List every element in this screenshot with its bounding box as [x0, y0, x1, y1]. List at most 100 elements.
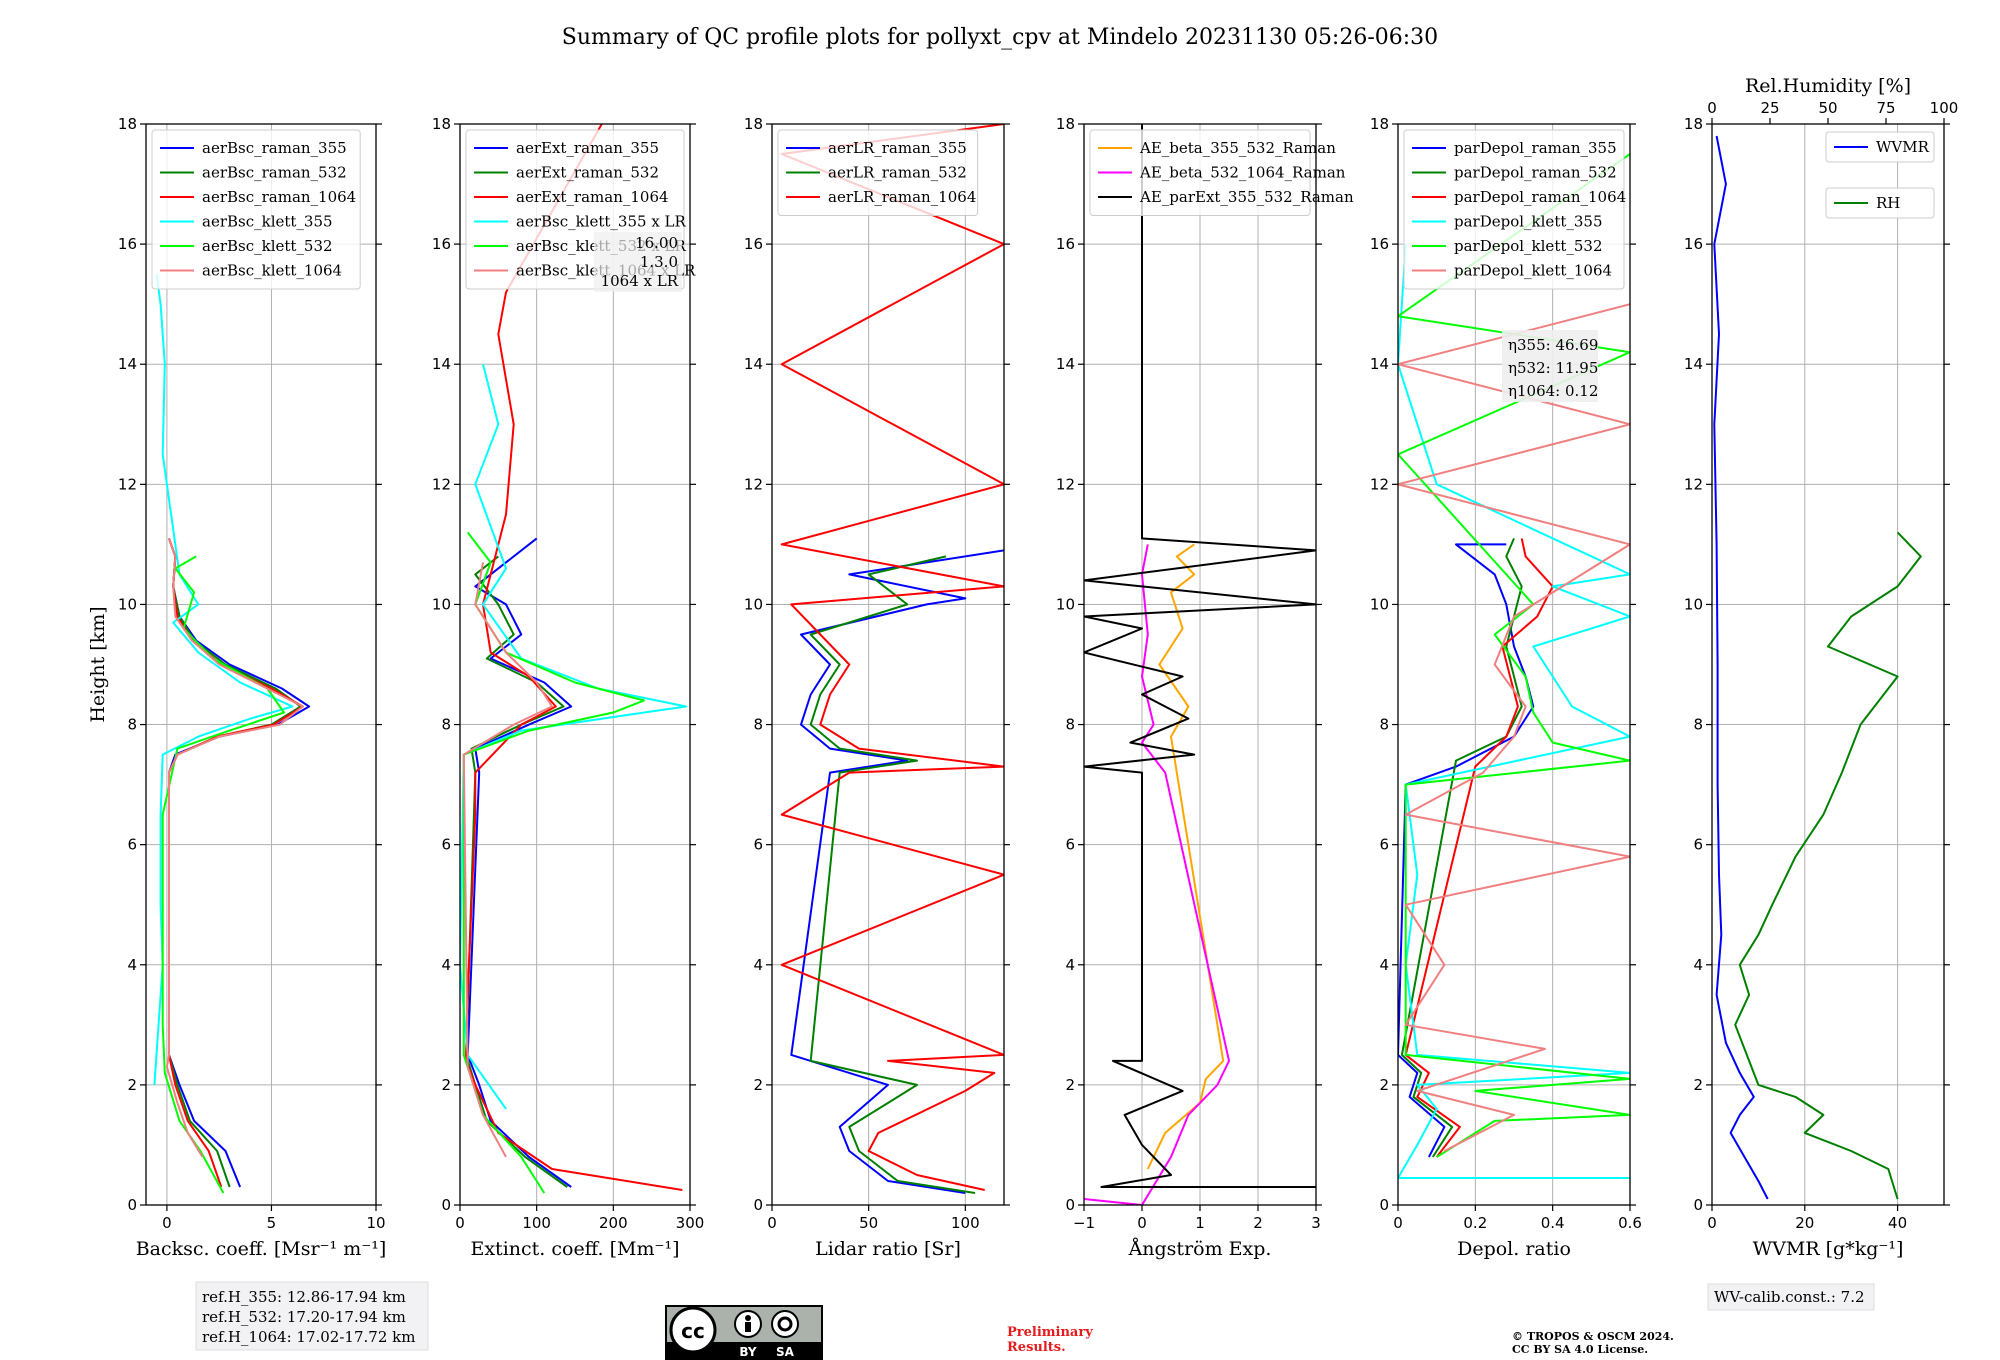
- y-tick-label: 18: [1370, 115, 1389, 133]
- x-axis-label: Backsc. coeff. [Msr⁻¹ m⁻¹]: [136, 1238, 387, 1260]
- series-line-aerBsc_klett_355: [153, 273, 294, 1085]
- legend-entry: AE_parExt_355_532_Raman: [1139, 188, 1354, 206]
- y-tick-label: 12: [432, 475, 451, 493]
- x-tick-label: 200: [599, 1214, 628, 1232]
- y-tick-label: 4: [1379, 956, 1389, 974]
- x-tick-label: 5: [267, 1214, 277, 1232]
- y-tick-label: 4: [753, 956, 763, 974]
- y-tick-label: 8: [753, 716, 763, 734]
- y-tick-label: 18: [1684, 115, 1703, 133]
- panel-5: 0 2 4 6 8 10 12 14 16 18 0 0.2 0.4 0.6 Depol. ratio par…: [1370, 115, 1642, 1260]
- legend-entry: aerExt_raman_1064: [516, 188, 669, 206]
- y-axis-label: Height [km]: [87, 606, 109, 722]
- y-tick-label: 10: [1056, 595, 1075, 613]
- y-tick-label: 12: [118, 475, 137, 493]
- x-tick-label: 50: [859, 1214, 878, 1232]
- ref-height-532: ref.H_532: 17.20-17.94 km: [202, 1308, 406, 1326]
- x2-tick-label: 50: [1818, 99, 1837, 117]
- figure-title: Summary of QC profile plots for pollyxt_…: [562, 25, 1438, 50]
- y-tick-label: 2: [1379, 1076, 1389, 1094]
- x-tick-label: 0: [1393, 1214, 1403, 1232]
- series-line-parDepol_klett_1064: [1398, 303, 1630, 1152]
- legend-entry: aerBsc_klett_1064: [202, 262, 342, 280]
- y-tick-label: 12: [744, 475, 763, 493]
- y-tick-label: 12: [1370, 475, 1389, 493]
- y-tick-label: 2: [1065, 1076, 1075, 1094]
- legend-entry: aerExt_raman_355: [516, 139, 659, 157]
- x-tick-label: 0.4: [1541, 1214, 1565, 1232]
- series-line-aerBsc_klett_532: [161, 555, 285, 1194]
- x-tick-label: 0: [162, 1214, 172, 1232]
- y-tick-label: 0: [1693, 1196, 1703, 1214]
- y-tick-label: 2: [127, 1076, 137, 1094]
- wv-calib-const: WV-calib.const.: 7.2: [1714, 1288, 1865, 1306]
- share-alike-icon: [771, 1310, 799, 1338]
- y-tick-label: 10: [1684, 595, 1703, 613]
- y-tick-label: 10: [1370, 595, 1389, 613]
- legend-entry: aerLR_raman_355: [828, 139, 967, 157]
- panels: 0 2 4 6 8 10 12 14 16 18 0 5 10 Backsc. coeff. [Msr⁻¹…: [87, 75, 1958, 1260]
- panel-2: 0 2 4 6 8 10 12 14 16 18 0 100 200 300 Extinct. coeff.…: [432, 115, 704, 1260]
- series-line-aerExt_raman_1064: [465, 124, 683, 1191]
- legend-entry: aerBsc_klett_355: [202, 213, 333, 231]
- x-tick-label: 0: [455, 1214, 465, 1232]
- y-tick-label: 18: [1056, 115, 1075, 133]
- series-line-parDepol_klett_355: [1398, 244, 1630, 1179]
- x-tick-label: 300: [676, 1214, 705, 1232]
- annotation-text: 16.00: [635, 234, 678, 252]
- series-line-parDepol_klett_532: [1398, 153, 1630, 1158]
- y-tick-label: 12: [1056, 475, 1075, 493]
- x-axis-label: Ångström Exp.: [1128, 1238, 1272, 1260]
- y-tick-label: 18: [744, 115, 763, 133]
- y-tick-label: 6: [1693, 836, 1703, 854]
- legend: parDepol_raman_355 parDepol_raman_532 parD…: [1403, 129, 1626, 290]
- eta-value: η532: 11.95: [1508, 359, 1598, 377]
- annotation-text: 1.3.0: [640, 253, 678, 271]
- x-tick-label: 0.6: [1618, 1214, 1642, 1232]
- x-axis-label: WVMR [g*kg⁻¹]: [1753, 1238, 1904, 1260]
- x-axis-label: Lidar ratio [Sr]: [815, 1238, 961, 1260]
- legend-entry: aerBsc_raman_1064: [202, 188, 356, 206]
- legend-entry: aerBsc_raman_355: [202, 139, 347, 157]
- series-line-aerLR_raman_532: [809, 555, 976, 1194]
- panel-1: 0 2 4 6 8 10 12 14 16 18 0 5 10 Backsc. coeff. [Msr⁻¹…: [87, 115, 386, 1260]
- series-line-aerBsc_klett_1064: [165, 538, 304, 1158]
- x-tick-label: 3: [1311, 1214, 1321, 1232]
- cc-icon: [669, 1306, 717, 1354]
- series-line-parDepol_raman_1064: [1404, 538, 1554, 1158]
- x2-tick-label: 100: [1930, 99, 1959, 117]
- y-tick-label: 14: [744, 355, 763, 373]
- legend: aerLR_raman_355 aerLR_raman_532 aerLR_rama…: [777, 129, 979, 216]
- x-tick-label: 2: [1253, 1214, 1263, 1232]
- y-tick-label: 10: [744, 595, 763, 613]
- series-line-AE_beta_355_532_Raman: [1146, 543, 1225, 1170]
- y-tick-label: 8: [127, 716, 137, 734]
- preliminary-line-1: Preliminary: [1007, 1325, 1093, 1340]
- y-tick-label: 14: [1370, 355, 1389, 373]
- legend-entry: aerBsc_klett_355 x LR: [516, 213, 687, 231]
- legend-entry: aerBsc_raman_532: [202, 164, 347, 182]
- legend-entry: aerExt_raman_532: [516, 164, 659, 182]
- eta-value: η355: 46.69: [1508, 336, 1598, 354]
- ref-height-1064: ref.H_1064: 17.02-17.72 km: [202, 1328, 415, 1346]
- y-tick-label: 14: [118, 355, 137, 373]
- series-line-AE_beta_532_1064_Raman: [1084, 544, 1230, 1205]
- legend-entry: parDepol_raman_355: [1454, 139, 1617, 157]
- axes-frame: [1397, 123, 1631, 1206]
- legend-entry: WVMR: [1876, 138, 1930, 156]
- panel-3: 0 2 4 6 8 10 12 14 16 18 0 50 100 Lidar ratio [Sr] aer…: [744, 115, 1010, 1260]
- y-tick-label: 18: [118, 115, 137, 133]
- series-line-aerExt_raman_355: [466, 537, 573, 1188]
- series-line-RH: [1734, 531, 1922, 1200]
- x-tick-label: 0: [1707, 1214, 1717, 1232]
- eta-value: η1064: 0.12: [1508, 382, 1598, 400]
- series-line-aerBsc_klett_532 x LR: [462, 531, 645, 1194]
- y-tick-label: 16: [432, 235, 451, 253]
- legend-entry: aerBsc_klett_532: [202, 237, 333, 255]
- axes-frame: [459, 123, 691, 1206]
- x2-tick-label: 75: [1876, 99, 1895, 117]
- copyright-line-2: CC BY SA 4.0 License.: [1512, 1343, 1648, 1356]
- eta-box: η355: 46.69 η532: 11.95 η1064: 0.12: [1502, 330, 1598, 402]
